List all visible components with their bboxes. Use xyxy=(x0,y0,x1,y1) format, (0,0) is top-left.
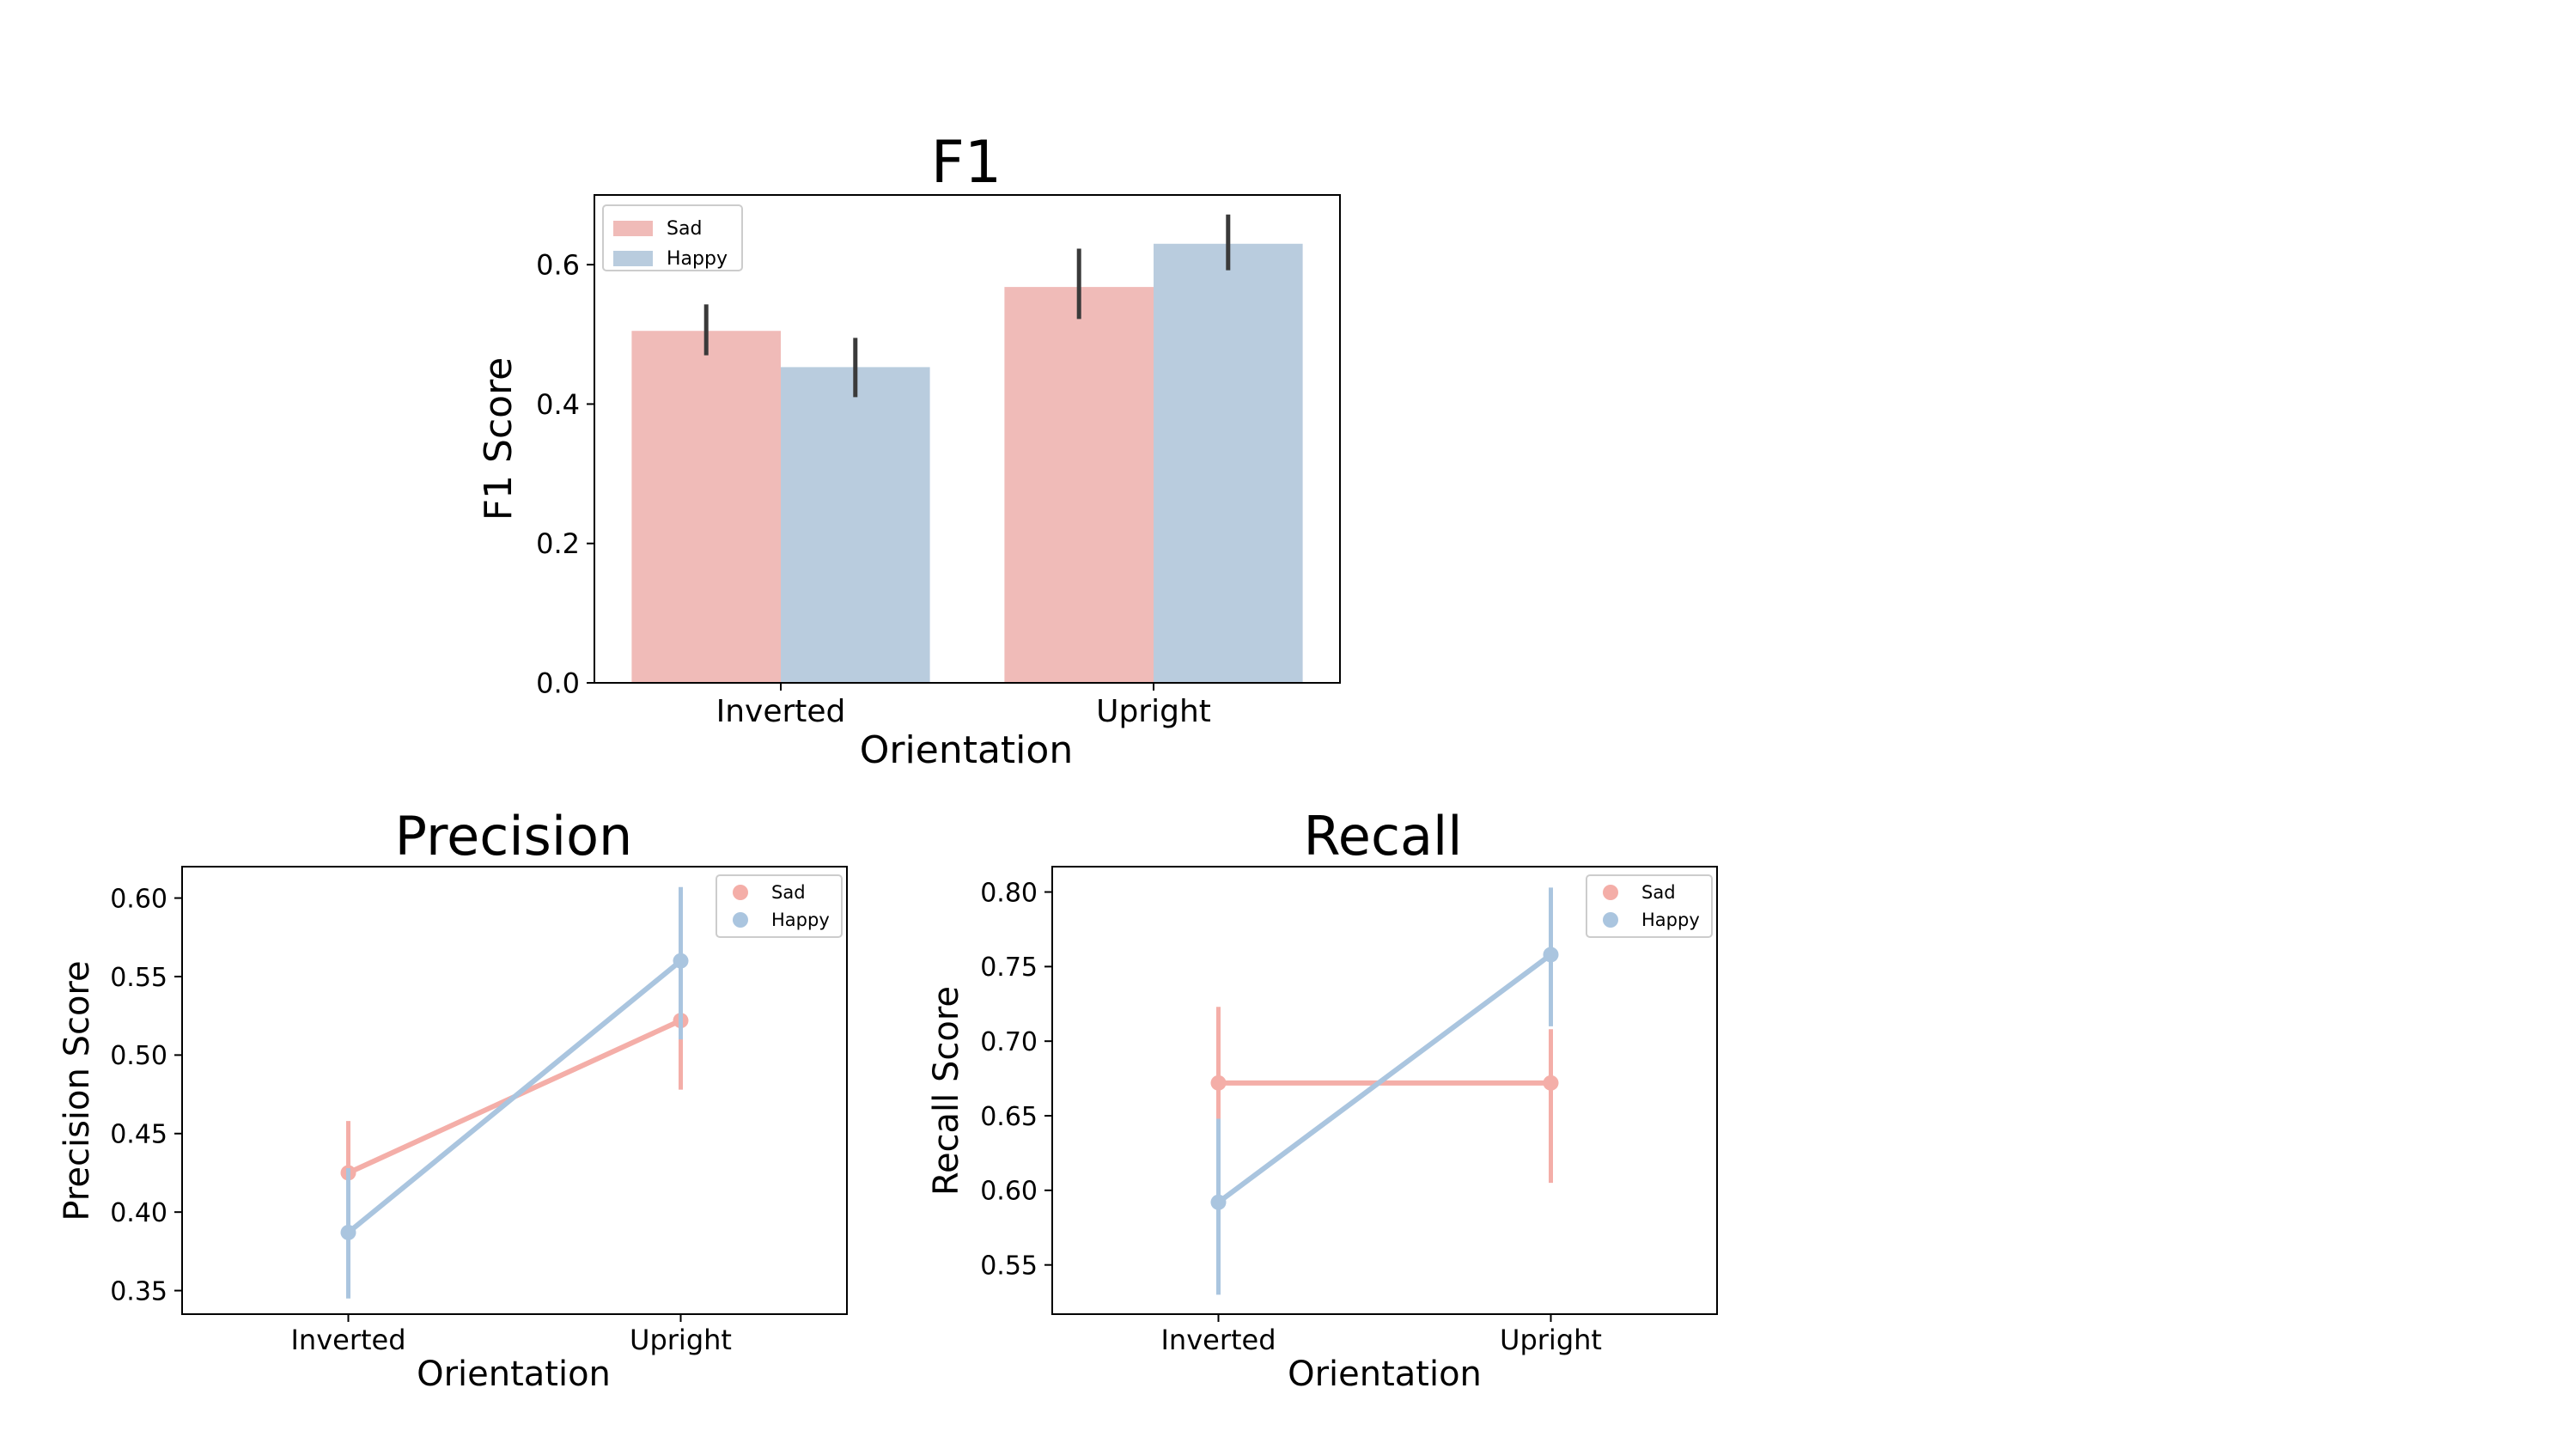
f1-bar-sad xyxy=(1004,287,1154,683)
recall-legend-marker-happy xyxy=(1603,912,1618,928)
precision-legend-marker-sad xyxy=(733,885,748,900)
f1-bar-happy xyxy=(781,367,930,683)
recall-point-happy xyxy=(1543,947,1559,963)
precision-x-axis-label: Orientation xyxy=(417,1355,611,1394)
f1-y-axis-label: F1 Score xyxy=(477,357,521,521)
recall-point-sad xyxy=(1210,1075,1227,1091)
precision-y-tick-label: 0.60 xyxy=(110,884,167,914)
f1-bar-sad xyxy=(631,331,781,683)
recall-y-tick-label: 0.55 xyxy=(980,1251,1038,1281)
precision-point-happy xyxy=(673,953,689,969)
f1-x-tick-label: Inverted xyxy=(716,694,846,729)
precision-chart-axes: 0.35 0.40 0.45 0.50 0.55 0.60 Inverted Upright xyxy=(110,884,732,1356)
precision-y-tick-label: 0.40 xyxy=(110,1198,167,1228)
recall-y-tick-label: 0.60 xyxy=(980,1177,1038,1207)
f1-x-tick-label: Upright xyxy=(1096,694,1211,729)
precision-x-tick-label: Inverted xyxy=(290,1324,405,1356)
precision-series-line-happy xyxy=(346,959,683,1235)
precision-y-tick-label: 0.55 xyxy=(110,963,167,993)
precision-x-tick-label: Upright xyxy=(630,1324,732,1356)
f1-plot-frame xyxy=(594,194,1341,684)
recall-plot-frame xyxy=(1051,866,1718,1315)
precision-chart: Precision 0.35 0.40 0.45 0.50 0.55 0.60 Invert… xyxy=(58,805,848,1394)
recall-chart-axes: 0.55 0.60 0.65 0.70 0.75 0.80 Inverted Upright xyxy=(980,878,1602,1356)
f1-x-axis-label: Orientation xyxy=(860,728,1073,772)
recall-chart-title: Recall xyxy=(1304,805,1463,868)
f1-legend-label: Sad xyxy=(667,218,702,240)
precision-y-tick-label: 0.45 xyxy=(110,1120,167,1150)
f1-chart-marks xyxy=(631,214,1303,683)
precision-y-tick-label: 0.35 xyxy=(110,1276,167,1306)
recall-chart-marks xyxy=(1210,887,1559,1295)
recall-legend-marker-sad xyxy=(1603,885,1618,900)
recall-series-line-happy xyxy=(1216,953,1553,1205)
recall-y-tick-label: 0.80 xyxy=(980,878,1038,908)
recall-legend-label: Happy xyxy=(1641,910,1700,930)
recall-x-tick-label: Inverted xyxy=(1160,1324,1276,1356)
f1-legend-label: Happy xyxy=(667,248,728,270)
f1-legend-swatch-sad xyxy=(613,221,653,236)
precision-legend: Sad Happy xyxy=(716,874,843,938)
recall-chart: Recall 0.55 0.60 0.65 0.70 0.75 0.80 Inverted U… xyxy=(927,805,1718,1394)
recall-y-tick-label: 0.75 xyxy=(980,953,1038,983)
recall-legend: Sad Happy xyxy=(1586,874,1713,938)
f1-y-tick-label: 0.4 xyxy=(536,388,580,421)
recall-legend-label: Sad xyxy=(1641,882,1676,903)
precision-chart-marks xyxy=(340,886,689,1299)
recall-point-sad xyxy=(1543,1075,1559,1091)
f1-y-tick-label: 0.2 xyxy=(536,527,580,560)
f1-y-tick-label: 0.0 xyxy=(536,667,580,700)
recall-x-axis-label: Orientation xyxy=(1288,1355,1482,1394)
precision-chart-title: Precision xyxy=(395,805,633,868)
f1-chart: F1 0.0 0.2 0.4 0.6 Inverted Upright Orientati… xyxy=(477,129,1341,772)
f1-chart-axes: 0.0 0.2 0.4 0.6 Inverted Upright xyxy=(536,249,1211,729)
f1-y-tick-label: 0.6 xyxy=(536,249,580,282)
precision-plot-frame xyxy=(181,866,848,1315)
recall-y-axis-label: Recall Score xyxy=(927,986,966,1196)
recall-y-tick-label: 0.70 xyxy=(980,1027,1038,1057)
f1-bar-happy xyxy=(1154,243,1303,683)
recall-y-tick-label: 0.65 xyxy=(980,1102,1038,1132)
f1-chart-title: F1 xyxy=(931,129,1002,197)
f1-legend-swatch-happy xyxy=(613,251,653,266)
precision-y-tick-label: 0.50 xyxy=(110,1041,167,1071)
precision-y-axis-label: Precision Score xyxy=(58,960,97,1221)
f1-legend: Sad Happy xyxy=(602,204,743,271)
precision-point-happy xyxy=(340,1224,356,1240)
precision-legend-label: Sad xyxy=(771,882,806,903)
recall-point-happy xyxy=(1210,1194,1227,1210)
recall-x-tick-label: Upright xyxy=(1500,1324,1602,1356)
precision-legend-label: Happy xyxy=(771,910,830,930)
precision-legend-marker-happy xyxy=(733,912,748,928)
